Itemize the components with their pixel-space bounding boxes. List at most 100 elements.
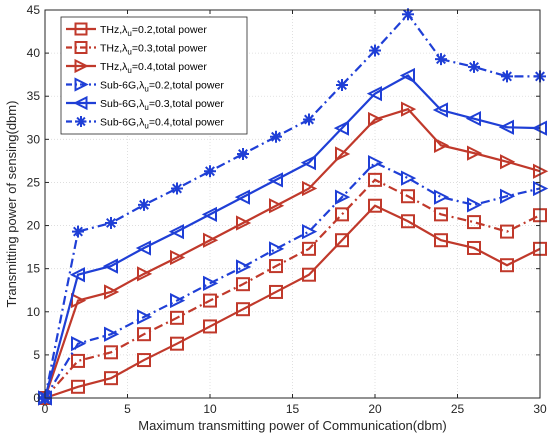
data-point <box>203 275 219 291</box>
tick-layer: 0 5 10 15 20 25 30 0 5 10 15 20 25 30 35 40 45 <box>27 3 547 416</box>
data-point <box>269 198 285 214</box>
data-point <box>333 120 349 136</box>
data-point <box>434 207 448 222</box>
series-line <box>44 161 541 399</box>
data-point <box>401 214 415 229</box>
data-point <box>69 267 85 283</box>
data-point <box>170 336 184 351</box>
data-point <box>105 216 117 229</box>
data-point <box>401 170 417 186</box>
y-tick-label: 15 <box>27 262 41 276</box>
data-point <box>302 267 316 282</box>
y-tick-label: 10 <box>27 305 41 319</box>
data-point <box>137 353 151 368</box>
x-tick-label: 5 <box>124 402 131 416</box>
legend-marker <box>75 116 87 127</box>
x-tick-label: 0 <box>42 402 49 416</box>
data-point <box>72 225 84 238</box>
data-point <box>401 101 417 117</box>
data-point <box>468 60 480 73</box>
data-point <box>302 180 318 197</box>
y-tick-label: 20 <box>27 219 41 233</box>
legend-item: Sub-6G,λu=0.2,total power <box>66 77 224 94</box>
x-axis-label: Maximum transmitting power of Communicat… <box>138 418 446 433</box>
legend-label: Sub-6G,λu=0.3,total power <box>100 98 224 112</box>
series-line <box>44 204 541 400</box>
legend-marker <box>74 41 88 54</box>
series-line <box>44 178 541 399</box>
x-tick-label: 20 <box>368 402 382 416</box>
legend: THz,λu=0.2,total power THz,λu=0.3,total p… <box>60 16 248 135</box>
data-point <box>369 44 381 57</box>
legend-item: Sub-6G,λu=0.3,total power <box>66 95 224 112</box>
y-axis-label: Transmitting power of sensing(dbm) <box>4 101 19 308</box>
data-point <box>434 233 448 248</box>
data-point <box>335 207 349 222</box>
data-point <box>368 198 382 213</box>
series-line <box>43 12 540 399</box>
series-4 <box>38 154 549 406</box>
data-point <box>237 147 249 160</box>
data-point <box>368 111 384 128</box>
y-tick-label: 30 <box>27 132 41 146</box>
legend-marker <box>73 95 88 111</box>
data-point <box>201 206 217 222</box>
legend-label: Sub-6G,λu=0.4,total power <box>100 117 224 131</box>
data-point <box>270 130 282 143</box>
legend-box <box>60 16 248 135</box>
x-tick-label: 30 <box>533 402 547 416</box>
data-point <box>500 258 514 273</box>
data-point <box>138 198 150 211</box>
data-point <box>302 223 318 240</box>
data-point <box>335 233 349 248</box>
data-point <box>104 371 118 386</box>
data-point <box>501 70 513 83</box>
legend-item: THz,λu=0.4,total power <box>66 58 207 75</box>
data-point <box>432 102 448 118</box>
legend-marker <box>74 22 88 36</box>
data-point <box>399 67 415 84</box>
data-point <box>135 240 151 256</box>
legend-label: Sub-6G,λu=0.2,total power <box>100 80 224 94</box>
data-point <box>269 284 283 299</box>
data-point <box>336 79 348 92</box>
data-point <box>170 249 186 266</box>
data-point <box>467 145 483 161</box>
data-point <box>434 189 450 205</box>
series-line <box>43 107 541 399</box>
data-point <box>170 292 186 309</box>
legend-item: Sub-6G,λu=0.4,total power <box>66 116 224 131</box>
data-point <box>467 197 483 213</box>
data-point <box>102 258 118 274</box>
data-point <box>269 259 283 274</box>
data-point <box>500 224 514 239</box>
data-point <box>137 266 153 282</box>
series-line <box>43 74 541 399</box>
data-point <box>500 154 516 170</box>
legend-marker <box>74 77 89 92</box>
data-point <box>104 326 120 342</box>
series-layer <box>36 8 549 406</box>
data-point <box>236 259 252 275</box>
data-point <box>71 353 85 368</box>
legend-label: THz,λu=0.2,total power <box>100 24 207 38</box>
data-point <box>335 189 351 205</box>
data-point <box>500 188 516 204</box>
data-point <box>234 189 250 205</box>
y-tick-label: 5 <box>33 348 40 362</box>
data-point <box>434 137 450 153</box>
data-point <box>269 241 285 257</box>
data-point <box>104 284 120 300</box>
series-1 <box>38 198 547 405</box>
data-point <box>302 241 316 256</box>
x-tick-label: 25 <box>451 402 465 416</box>
legend-item: THz,λu=0.3,total power <box>66 41 207 57</box>
data-point <box>137 327 151 342</box>
data-point <box>335 146 351 162</box>
data-point <box>137 309 153 325</box>
data-point <box>71 336 87 352</box>
data-point <box>435 53 447 66</box>
data-point <box>267 172 283 188</box>
x-tick-label: 10 <box>203 402 217 416</box>
